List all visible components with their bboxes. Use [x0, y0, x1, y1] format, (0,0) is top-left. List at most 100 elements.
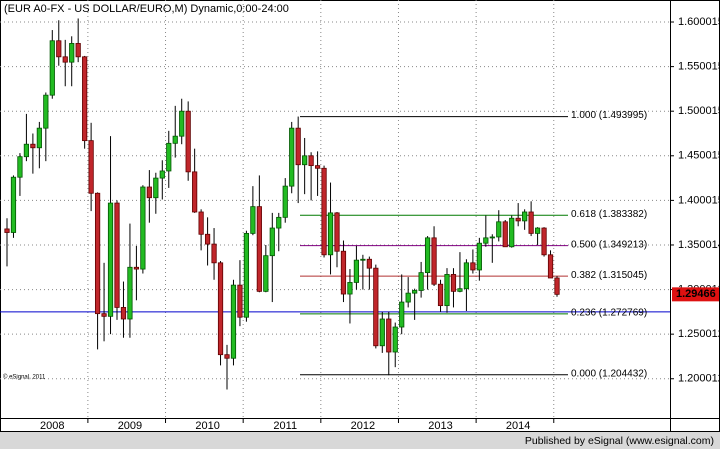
candle-body [263, 255, 269, 292]
x-tick-label: 2011 [273, 420, 297, 432]
candle-body [204, 233, 211, 245]
candle-body [282, 185, 288, 218]
candle-body [276, 216, 282, 229]
candle-body [547, 254, 554, 279]
candle-body [120, 307, 127, 320]
candle-body [515, 217, 521, 222]
candle-body [386, 318, 392, 353]
candle-body [528, 211, 534, 234]
candle-body [308, 155, 314, 167]
candle-body [334, 212, 340, 252]
x-tick-label: 2009 [118, 420, 142, 432]
candle-body [82, 56, 88, 142]
candle-body [289, 127, 295, 187]
y-tick-label: 1.200012 [678, 373, 720, 385]
last-price-label: 1.29466 [676, 288, 716, 300]
fib-label: 0.000 (1.204432) [571, 368, 647, 379]
fib-label: 0.236 (1.272769) [571, 308, 647, 319]
candle-body [347, 282, 353, 295]
footer-band [0, 432, 720, 449]
candle-body [522, 211, 528, 222]
candle-body [69, 43, 75, 63]
candle-body [127, 266, 133, 320]
candle-body [179, 110, 185, 137]
footer: Published by eSignal (www.esignal.com) [525, 435, 714, 447]
candle-body [10, 176, 17, 233]
candle-body [302, 155, 308, 166]
candle-body [49, 40, 55, 96]
candle-body [496, 221, 502, 238]
candle-body [159, 170, 165, 179]
x-tick-label: 2010 [195, 420, 219, 432]
candle-body [107, 202, 114, 317]
y-tick-label: 1.450015 [678, 150, 720, 162]
candle-body [399, 301, 405, 328]
candle-body [554, 277, 560, 295]
y-tick-label: 1.500015 [678, 105, 720, 117]
candle-body [166, 142, 172, 172]
candle-body [412, 290, 418, 294]
candle-body [476, 242, 482, 271]
y-tick-label: 1.400015 [678, 194, 720, 206]
fib-label: 0.382 (1.315045) [571, 270, 647, 281]
candle-body [30, 143, 36, 149]
x-tick-label: 2008 [40, 420, 64, 432]
y-tick-label: 1.250012 [678, 328, 720, 340]
candle-body [392, 326, 398, 353]
fib-label: 0.618 (1.383382) [571, 209, 647, 220]
candle-body [172, 135, 178, 144]
candle-body [75, 43, 81, 58]
candle-body [23, 143, 30, 158]
candle-body [192, 171, 198, 213]
candle-body [470, 262, 476, 271]
last-price-box [672, 287, 719, 302]
candle-body [463, 262, 470, 290]
candle-body [353, 259, 360, 283]
candle-body [431, 237, 437, 285]
candle-body [450, 274, 457, 292]
candle-body [314, 165, 321, 169]
candle-body [133, 266, 140, 270]
candle-body [437, 283, 444, 307]
candle-body [321, 167, 327, 256]
candle-body [101, 313, 107, 317]
candle-body [17, 156, 23, 178]
candle-body [340, 250, 347, 295]
candle-body [140, 186, 146, 270]
x-tick-label: 2014 [506, 420, 530, 432]
candle-body [56, 40, 62, 58]
candle-body [444, 274, 450, 307]
copyright: © eSignal, 2011 [3, 374, 46, 381]
candle-body [62, 56, 68, 63]
candle-body [114, 202, 120, 308]
candle-body [489, 236, 495, 239]
candle-body [224, 354, 230, 359]
candle-body [502, 221, 508, 248]
candle-body [509, 217, 515, 248]
candle-body [366, 258, 372, 269]
candle-body [250, 206, 256, 234]
candle-body [379, 318, 385, 347]
candle-body [230, 284, 237, 359]
candle-body [153, 177, 159, 199]
fib-label: 0.500 (1.349213) [571, 239, 647, 250]
candle-body [534, 227, 541, 234]
candle-body [269, 227, 275, 257]
candle-body [418, 272, 424, 291]
candle-body [295, 127, 301, 166]
candle-body [243, 232, 250, 318]
candle-body [88, 140, 94, 194]
chart-title: (EUR A0-FX - US DOLLAR/EURO,M) Dynamic,0… [4, 3, 289, 15]
candle-body [217, 262, 224, 356]
x-tick-label: 2012 [351, 420, 375, 432]
candle-body [483, 237, 489, 244]
candle-body [457, 288, 463, 292]
candle-body [327, 212, 334, 256]
candle-body [237, 284, 243, 318]
candle-body [198, 211, 204, 235]
y-tick-label: 1.550015 [678, 61, 720, 73]
y-tick-label: 1.600015 [678, 16, 720, 28]
candle-body [211, 243, 217, 264]
